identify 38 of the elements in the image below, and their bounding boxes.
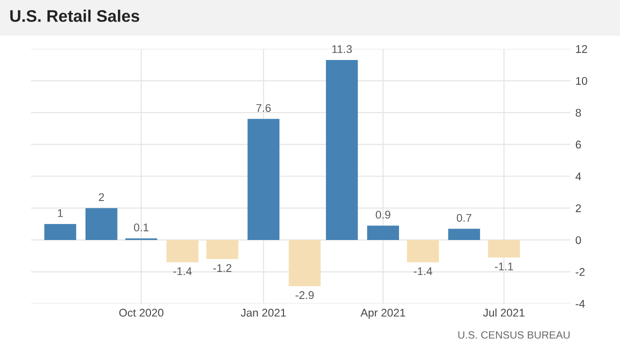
x-tick-label: Jan 2021 [240,308,286,317]
data-label: 2 [98,193,104,202]
data-label: 0.9 [376,210,390,219]
data-label: -1.4 [414,267,432,276]
y-tick-label: 2 [576,204,581,212]
data-label: -1.4 [173,267,192,276]
y-tick-label: 4 [576,172,582,180]
x-tick-label: Apr 2021 [360,308,406,319]
bar [248,118,280,240]
y-tick-label: 12 [576,45,588,53]
y-tick-label: -4 [576,300,585,308]
data-label: -1.2 [213,264,232,272]
data-label: -1.1 [494,262,514,270]
text: U.S. CENSUS BUREAU [458,331,570,339]
y-tick-label: 8 [576,108,581,117]
data-label: 11.3 [332,45,352,54]
y-tick-label: 6 [576,140,581,149]
bar [288,240,321,286]
y-tick-label: 0 [576,236,582,244]
bar [488,240,520,258]
data-label: 0.1 [134,224,148,232]
data-label: -2.9 [296,291,314,300]
y-tick-label: -2 [576,268,585,276]
bar [206,240,238,260]
bar [367,226,400,240]
data-label: 0.7 [456,214,472,222]
bar [448,228,480,240]
bar [85,208,118,240]
bar [326,60,358,240]
x-tick-label: Jul 2021 [483,308,524,317]
bar [166,240,198,262]
data-label: 7.6 [256,104,271,112]
bar [406,240,439,262]
data-label: 1 [58,209,63,217]
chart-title: U.S. Retail Sales [10,10,140,22]
x-tick-label: Oct 2020 [119,308,164,317]
bar [44,224,76,240]
y-tick-label: 10 [576,76,588,85]
